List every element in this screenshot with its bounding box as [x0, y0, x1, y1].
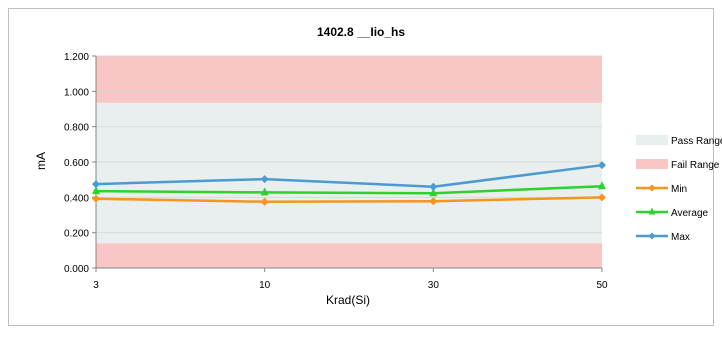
- x-tick-label: 10: [259, 280, 271, 291]
- legend-label-max: Max: [671, 232, 690, 243]
- data-point-min: [260, 197, 269, 206]
- y-tick-label: 0.200: [64, 229, 89, 240]
- series-lines: [92, 161, 606, 206]
- x-tick-label: 3: [93, 280, 99, 291]
- data-point-max: [260, 175, 269, 184]
- x-axis-label: Krad(Si): [326, 293, 370, 307]
- data-point-max: [598, 161, 606, 170]
- chart-title: 1402.8 __Iio_hs: [317, 25, 405, 39]
- legend-swatch-pass-range: [636, 135, 668, 145]
- band-pass-range-0: [96, 102, 602, 244]
- gridlines: [96, 55, 602, 234]
- y-axis-label: mA: [34, 152, 48, 170]
- legend-label-min: Min: [671, 184, 687, 195]
- y-tick-label: 0.800: [64, 123, 89, 134]
- data-point-min: [429, 197, 438, 206]
- band-fail-range-1: [96, 56, 602, 103]
- legend-marker-min: [648, 184, 656, 192]
- legend: Pass Range Fail Range Min Average Max: [636, 135, 722, 243]
- data-point-min: [92, 194, 100, 203]
- y-tick-label: 0.400: [64, 193, 89, 204]
- y-tick-label: 1.200: [64, 52, 89, 63]
- data-point-max: [92, 180, 100, 189]
- series-line-max: [95, 163, 603, 188]
- series-line-min: [95, 196, 603, 203]
- data-point-min: [598, 193, 606, 202]
- legend-marker-average: [648, 207, 656, 215]
- y-tick-label: 0.600: [64, 158, 89, 169]
- legend-label-pass-range: Pass Range: [671, 136, 722, 147]
- band-fail-range-2: [96, 243, 602, 268]
- legend-label-average: Average: [671, 208, 709, 219]
- x-tick-label: 30: [428, 280, 440, 291]
- legend-label-fail-range: Fail Range: [671, 160, 720, 171]
- series-line-average: [95, 184, 603, 195]
- y-tick-label: 1.000: [64, 87, 89, 98]
- data-point-average: [260, 187, 269, 196]
- data-point-average: [598, 181, 606, 190]
- data-point-average: [429, 188, 438, 197]
- legend-swatch-fail-range: [636, 159, 668, 169]
- x-tick-label: 50: [596, 280, 608, 291]
- data-point-average: [92, 186, 100, 195]
- data-point-max: [429, 182, 438, 191]
- y-tick-label: 0.000: [64, 264, 89, 275]
- legend-marker-max: [648, 232, 656, 240]
